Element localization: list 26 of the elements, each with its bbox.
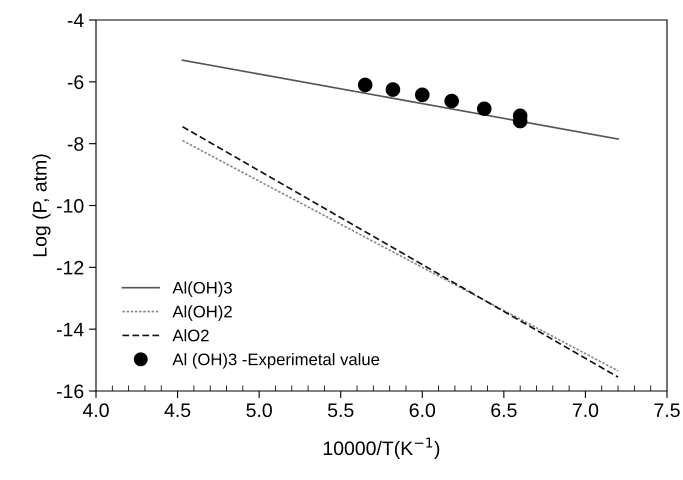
y-tick-label: -12 (56, 260, 84, 274)
x-tick-label: 5.5 (328, 404, 354, 418)
y-tick-label: -16 (56, 384, 84, 398)
y-tick-label: -8 (68, 137, 84, 151)
point (476, 101, 492, 116)
y-tick-label: -10 (56, 198, 84, 213)
legend-label: Al(OH)3 (172, 281, 232, 297)
point (415, 88, 430, 102)
point (358, 78, 372, 92)
legend-label: AlO2 (172, 329, 209, 342)
y-tick-label: -6 (68, 75, 84, 90)
x-tick-label: 6.0 (410, 403, 436, 418)
x-tick-label: 6.5 (491, 403, 517, 418)
x-tick-label: 7.5 (654, 404, 680, 418)
x-tick-label: 4.5 (164, 404, 190, 418)
legend-label: Al (OH)3 -Experimetal value (172, 353, 380, 369)
x-tick-label: 5.0 (246, 403, 272, 418)
x-tick-label: 4.0 (82, 403, 109, 418)
y-tick-label: -14 (56, 322, 84, 336)
point (444, 94, 459, 108)
x-axis-title: 10000/T(K$^{−1}$) (324, 438, 440, 459)
point (386, 82, 400, 97)
legend-label: Al(OH)2 (172, 305, 232, 321)
x-tick-label: 7.0 (572, 403, 598, 418)
y-axis-title: Log (P, atm) (32, 154, 51, 256)
y-tick-label: -4 (68, 14, 84, 28)
